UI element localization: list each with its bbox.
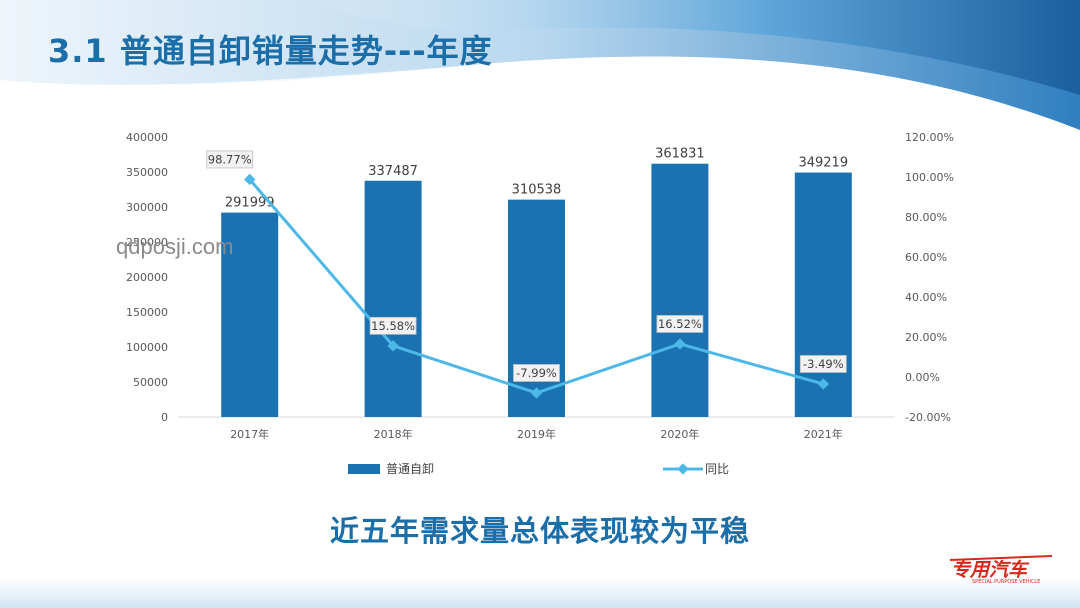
yoy-data-label: 15.58% xyxy=(371,319,415,333)
yoy-label-box xyxy=(799,355,847,373)
yoy-point xyxy=(387,340,399,352)
yoy-label-box xyxy=(656,315,704,333)
yoy-point xyxy=(674,338,686,350)
y-left-tick-label: 0 xyxy=(161,411,168,424)
summary-caption: 近五年需求量总体表现较为平稳 xyxy=(329,514,750,548)
yoy-data-label: 16.52% xyxy=(658,317,702,331)
y-left-tick-label: 150000 xyxy=(126,306,168,319)
watermark-text: qdposji.com xyxy=(116,234,234,259)
x-tick-label: 2019年 xyxy=(517,427,556,441)
y-right-tick-label: 80.00% xyxy=(905,211,947,224)
yoy-label-box xyxy=(206,150,254,169)
x-tick-label: 2018年 xyxy=(374,427,413,441)
y-left-tick-label: 300000 xyxy=(126,201,168,214)
x-tick-label: 2020年 xyxy=(660,427,699,441)
y-right-tick-label: 0.00% xyxy=(905,371,940,384)
bar-data-label: 310538 xyxy=(512,183,562,198)
bar xyxy=(508,199,565,417)
logo-text: 专用汽车 xyxy=(951,559,1030,581)
y-right-tick-label: 20.00% xyxy=(905,331,947,344)
bar-data-label: 291999 xyxy=(225,196,275,211)
y-right-tick-label: 100.00% xyxy=(905,171,954,184)
bar xyxy=(794,172,852,417)
bar xyxy=(364,180,422,417)
y-right-tick-label: 40.00% xyxy=(905,291,947,304)
y-left-tick-label: 350000 xyxy=(126,166,168,179)
bar-data-label: 337487 xyxy=(368,164,418,179)
y-left-tick-label: 250000 xyxy=(126,236,168,249)
yoy-data-label: -3.49% xyxy=(803,357,844,371)
bar-data-label: 361831 xyxy=(655,147,705,162)
yoy-label-box xyxy=(513,364,560,382)
x-tick-label: 2021年 xyxy=(804,427,843,441)
legend-bar-swatch xyxy=(348,464,380,474)
yoy-point xyxy=(244,173,256,186)
yoy-label-box xyxy=(369,316,417,335)
yoy-data-label: -7.99% xyxy=(516,366,557,380)
yoy-data-label: 98.77% xyxy=(208,152,252,166)
y-left-tick-label: 100000 xyxy=(126,341,168,354)
y-left-tick-label: 400000 xyxy=(126,131,168,144)
legend-line-label: 同比 xyxy=(705,462,729,476)
legend-line-marker xyxy=(677,463,689,475)
bar xyxy=(221,212,279,417)
brand-logo: 专用汽车 SPECIAL PURPOSE VEHICLE xyxy=(949,555,1053,585)
page-title: 3.1 普通自卸销量走势---年度 xyxy=(48,32,493,70)
yoy-point xyxy=(817,378,829,390)
yoy-point xyxy=(530,387,543,399)
y-right-tick-label: -20.00% xyxy=(905,411,951,424)
footer-background xyxy=(0,578,1080,608)
y-right-tick-label: 60.00% xyxy=(905,251,947,264)
y-left-tick-label: 200000 xyxy=(126,271,168,284)
bar xyxy=(651,163,709,417)
y-left-tick-label: 50000 xyxy=(133,376,168,389)
bar-data-label: 349219 xyxy=(798,156,848,171)
header-background xyxy=(0,0,1080,140)
legend-bar-label: 普通自卸 xyxy=(386,461,434,476)
x-tick-label: 2017年 xyxy=(230,427,269,441)
logo-subtext: SPECIAL PURPOSE VEHICLE xyxy=(972,579,1040,585)
y-right-tick-label: 120.00% xyxy=(905,131,954,144)
